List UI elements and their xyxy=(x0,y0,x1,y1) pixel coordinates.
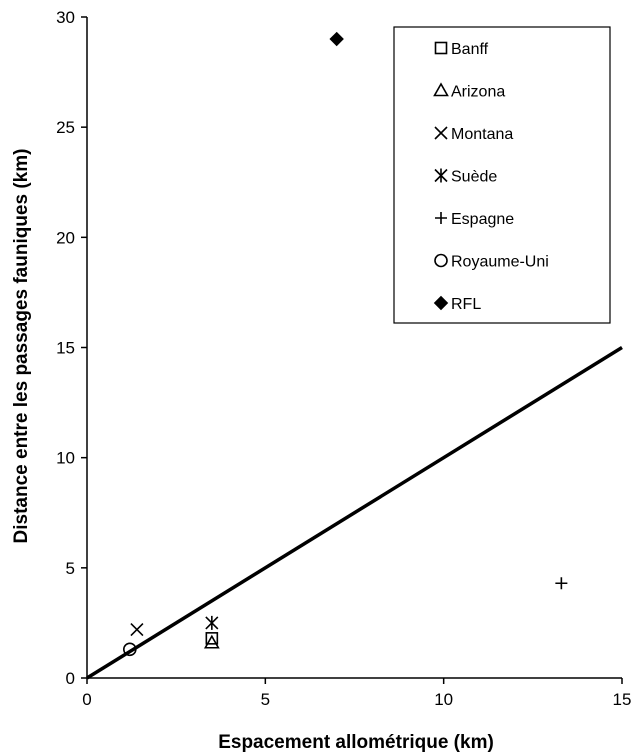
reference-line xyxy=(86,346,623,680)
x-tick-label: 5 xyxy=(261,690,270,709)
data-point-espagne xyxy=(555,577,568,590)
legend-marker xyxy=(435,212,447,224)
data-point-banff xyxy=(205,632,219,645)
x-tick-label: 15 xyxy=(613,690,632,709)
legend-label: Royaume-Uni xyxy=(451,254,549,271)
y-tick-label: 30 xyxy=(56,8,75,27)
data-point-arizona xyxy=(203,634,220,649)
y-tick-label: 25 xyxy=(56,118,75,137)
y-axis-label: Distance entre les passages fauniques (k… xyxy=(11,149,32,544)
x-axis-label: Espacement allométrique (km) xyxy=(218,732,494,753)
data-point-rfl xyxy=(329,31,344,47)
legend-label: Suède xyxy=(451,169,497,186)
legend: Banff Arizona Montana Suède Espagne Royaume-U… xyxy=(393,26,611,324)
x-tick-label: 0 xyxy=(82,690,91,709)
legend-marker xyxy=(434,41,448,55)
data-point-su-de xyxy=(205,615,219,630)
legend-box xyxy=(393,26,611,324)
y-tick-label: 0 xyxy=(66,669,75,688)
y-tick-label: 5 xyxy=(66,559,75,578)
tick-labels: 0 5 10 15 20 25 30 0 5 10 15 xyxy=(56,8,631,709)
legend-label: Banff xyxy=(451,41,489,58)
legend-marker xyxy=(433,82,449,97)
legend-marker xyxy=(434,253,448,268)
y-tick-label: 15 xyxy=(56,339,75,358)
legend-label: Espagne xyxy=(451,211,514,228)
x-tick-label: 10 xyxy=(434,690,453,709)
reference-line-path xyxy=(86,346,623,680)
data-point-montana xyxy=(130,622,144,637)
data-point-royaume-uni xyxy=(123,642,137,657)
data-points xyxy=(123,31,568,657)
legend-marker xyxy=(434,126,448,140)
y-tick-label: 20 xyxy=(56,228,75,247)
legend-label: RFL xyxy=(451,296,481,313)
legend-marker xyxy=(433,295,449,311)
legend-marker xyxy=(434,168,448,183)
y-tick-label: 10 xyxy=(56,449,75,468)
legend-label: Arizona xyxy=(451,84,505,101)
legend-label: Montana xyxy=(451,126,513,143)
